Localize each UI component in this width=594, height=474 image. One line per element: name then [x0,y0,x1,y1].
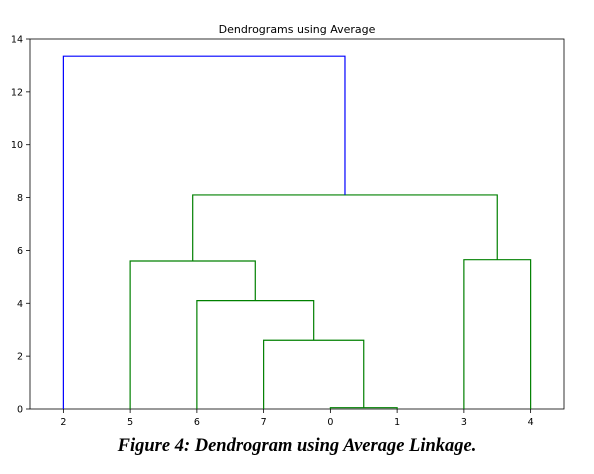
dendrogram-link [129,260,256,409]
y-tick-label: 2 [17,352,23,363]
y-tick-label: 8 [17,193,23,204]
leaf-label: 5 [127,417,133,428]
dendrogram-link [329,407,398,409]
dendrogram-links [62,55,532,409]
leaf-label: 7 [261,417,267,428]
dendrogram-link [192,194,498,261]
y-tick-label: 12 [11,87,23,98]
y-tick-label: 4 [17,299,23,310]
y-tick-label: 14 [11,35,23,46]
plot-frame [29,38,565,410]
dendrogram-link [463,259,532,409]
leaf-label: 0 [327,417,333,428]
y-tick-label: 10 [11,140,23,151]
leaf-label: 2 [60,417,66,428]
y-tick-label: 0 [17,405,23,416]
dendrogram-link [62,55,346,409]
leaf-label: 1 [394,417,400,428]
y-tick-label: 6 [17,246,23,257]
leaf-label: 3 [461,417,467,428]
leaf-label: 6 [194,417,200,428]
dendrogram-link [263,339,365,409]
figure-caption: Figure 4: Dendrogram using Average Linka… [117,436,477,456]
chart-title: Dendrograms using Average [219,23,376,36]
leaf-label: 4 [528,417,534,428]
axes: 0 2 4 6 8 10 12 14 2 5 6 7 0 1 3 4 [11,35,565,428]
dendrogram-link [196,300,315,409]
